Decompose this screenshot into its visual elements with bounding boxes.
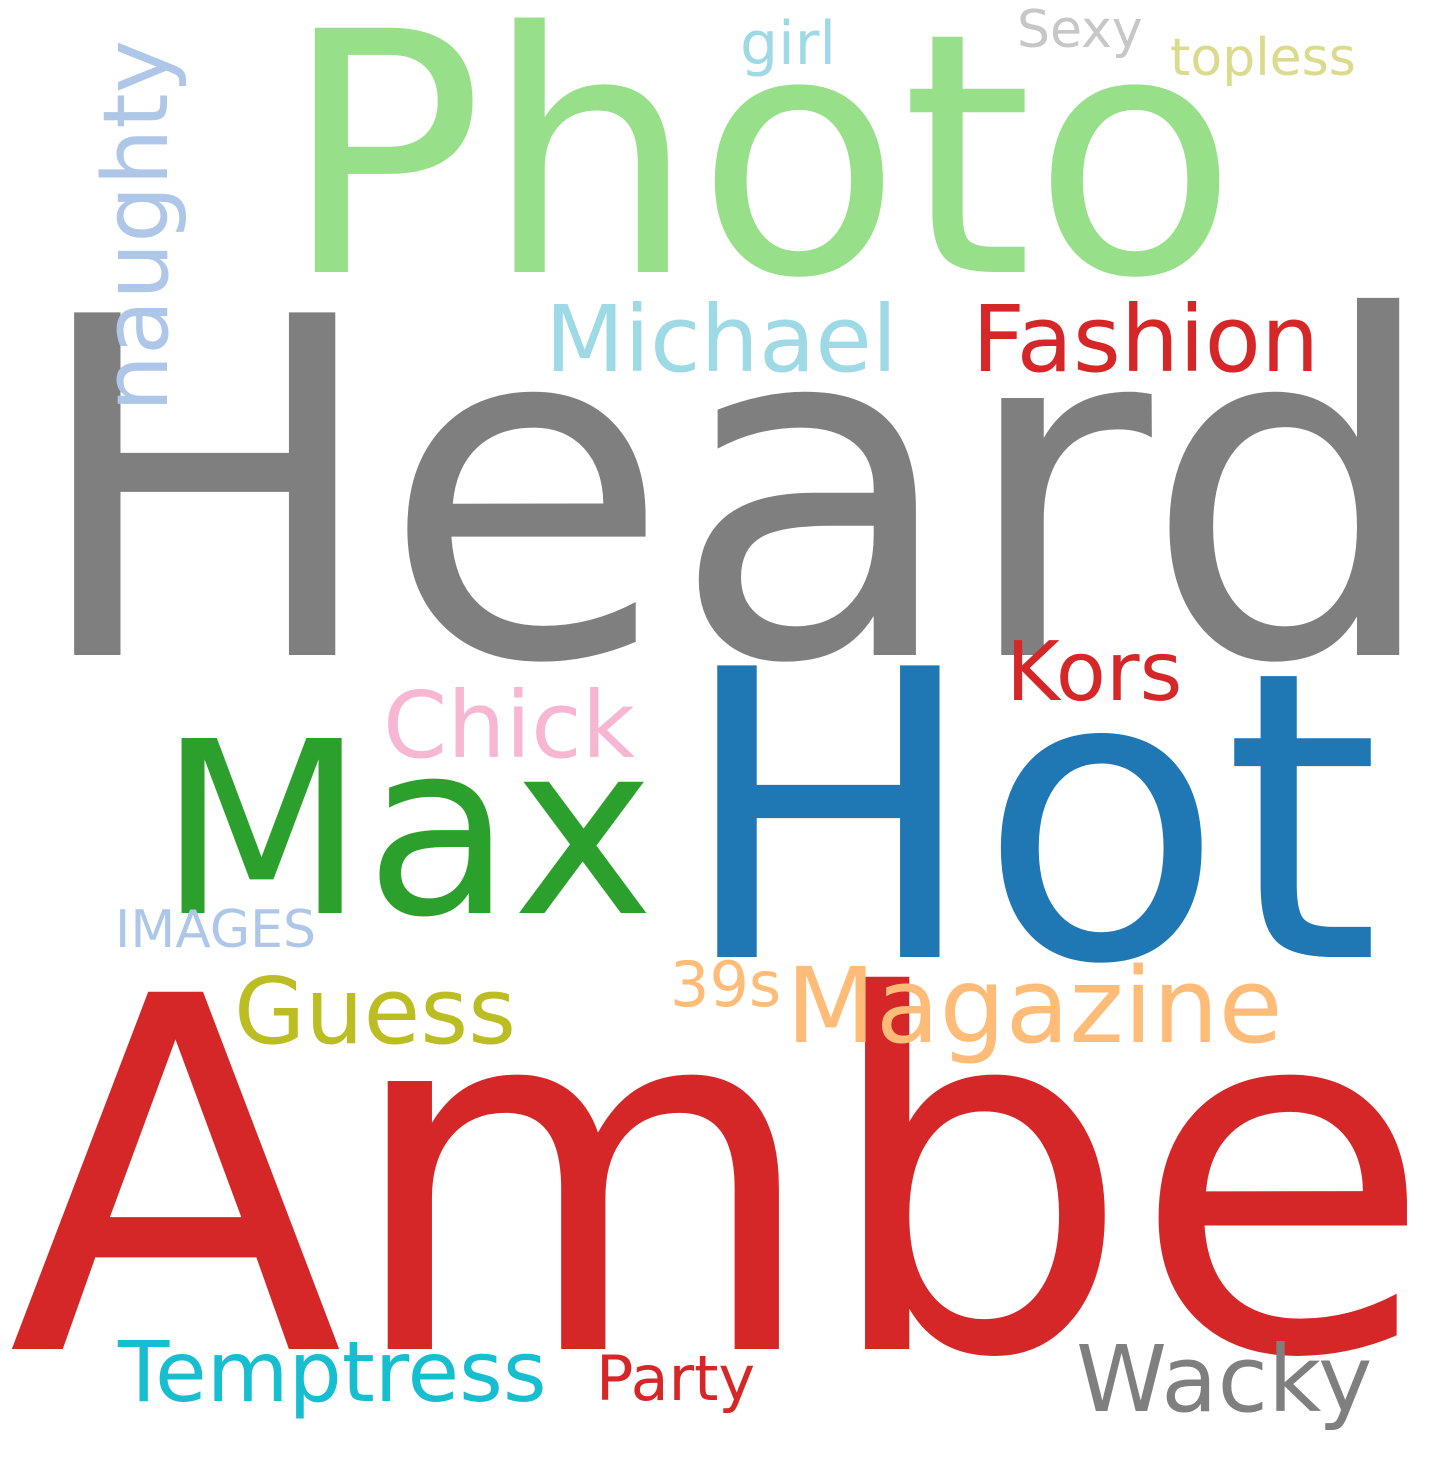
word-amber: Amber — [8, 894, 1440, 1465]
word-images: IMAGES — [115, 900, 317, 960]
word-fashion: Fashion — [972, 286, 1320, 393]
word-heard: Heard — [28, 219, 1440, 766]
word-guess: Guess — [234, 958, 517, 1065]
word-magazine: Magazine — [786, 945, 1283, 1067]
word-kors: Kors — [1006, 625, 1183, 720]
word-sexy: Sexy — [1017, 0, 1143, 60]
word-39s: 39s — [670, 948, 782, 1021]
word-max: Max — [158, 690, 655, 970]
word-hot: Hot — [678, 587, 1381, 1052]
word-naughty: naughty — [84, 40, 189, 412]
word-topless: topless — [1170, 28, 1356, 88]
word-girl: girl — [740, 9, 837, 79]
word-temptress: Temptress — [118, 1323, 547, 1421]
word-photo: Photo — [282, 0, 1238, 352]
word-michael: Michael — [545, 286, 898, 393]
word-party: Party — [596, 1342, 756, 1415]
word-chick: Chick — [383, 672, 635, 779]
word-wacky: Wacky — [1076, 1326, 1373, 1433]
